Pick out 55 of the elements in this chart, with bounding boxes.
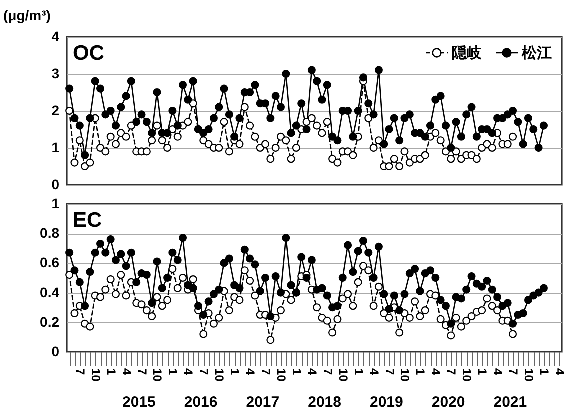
y-tick-label: 0 <box>52 176 60 192</box>
x-tick-label: 4 <box>429 368 444 376</box>
y-tick-label: 0.4 <box>40 284 60 300</box>
text: 2015 <box>122 394 156 411</box>
x-tick-label: 10 <box>212 368 227 382</box>
x-tick-label: 7 <box>506 368 521 376</box>
x-tick-label: 1 <box>537 368 552 376</box>
x-tick-label: 4 <box>367 368 382 376</box>
y-tick-label: 0.8 <box>40 225 60 242</box>
x-tick-label: 1 <box>352 368 366 376</box>
x-tick-label: 1 <box>166 368 180 376</box>
y-axis-title: (μg/m³) <box>4 8 51 24</box>
text: 2017 <box>246 394 280 411</box>
x-tick-label: 4 <box>244 368 258 376</box>
x-tick-label: 7 <box>259 368 274 376</box>
x-tick-label: 4 <box>552 368 567 376</box>
chart-title: OC <box>73 42 104 65</box>
text: 2020 <box>432 394 466 411</box>
y-tick-label: 4 <box>52 28 60 44</box>
x-tick-label: 7 <box>444 368 459 376</box>
x-tick-label: 10 <box>398 368 412 382</box>
x-tick-label: 1 <box>476 368 490 376</box>
legend-label: 隠岐 <box>452 45 483 62</box>
text: 2019 <box>370 394 404 411</box>
y-tick-label: 3 <box>52 66 60 82</box>
x-tick-label: 10 <box>274 368 288 382</box>
x-tick-label: 7 <box>197 368 212 376</box>
y-tick-label: 0.6 <box>40 254 60 271</box>
x-tick-label: 7 <box>320 368 335 376</box>
y-tick-label: 1 <box>52 196 60 212</box>
x-tick-label: 4 <box>491 368 506 376</box>
x-tick-label: 4 <box>182 368 196 376</box>
x-tick-label: 1 <box>414 368 428 376</box>
text: 2018 <box>308 394 342 411</box>
x-tick-label: 10 <box>522 368 536 382</box>
x-tick-label: 7 <box>135 368 150 376</box>
y-tick-label: 0 <box>52 344 60 360</box>
x-tick-label: 10 <box>88 368 103 382</box>
x-tick-label: 7 <box>73 368 88 376</box>
x-tick-label: 7 <box>382 368 397 376</box>
chart-title: EC <box>73 209 102 232</box>
x-tick-label: 4 <box>305 368 320 376</box>
y-tick-label: 0.2 <box>40 314 60 330</box>
y-tick-label: 1 <box>52 140 60 156</box>
text: 2021 <box>494 394 528 411</box>
text: 2016 <box>184 394 218 411</box>
y-tick-label: 2 <box>52 102 60 118</box>
x-tick-label: 1 <box>228 368 242 376</box>
x-tick-label: 10 <box>150 368 165 382</box>
x-tick-label: 10 <box>460 368 474 382</box>
x-tick-label: 4 <box>120 368 134 376</box>
legend-label: 松江 <box>521 45 552 62</box>
x-tick-label: 10 <box>336 368 350 382</box>
x-tick-label: 1 <box>290 368 304 376</box>
x-tick-label: 1 <box>104 368 118 376</box>
